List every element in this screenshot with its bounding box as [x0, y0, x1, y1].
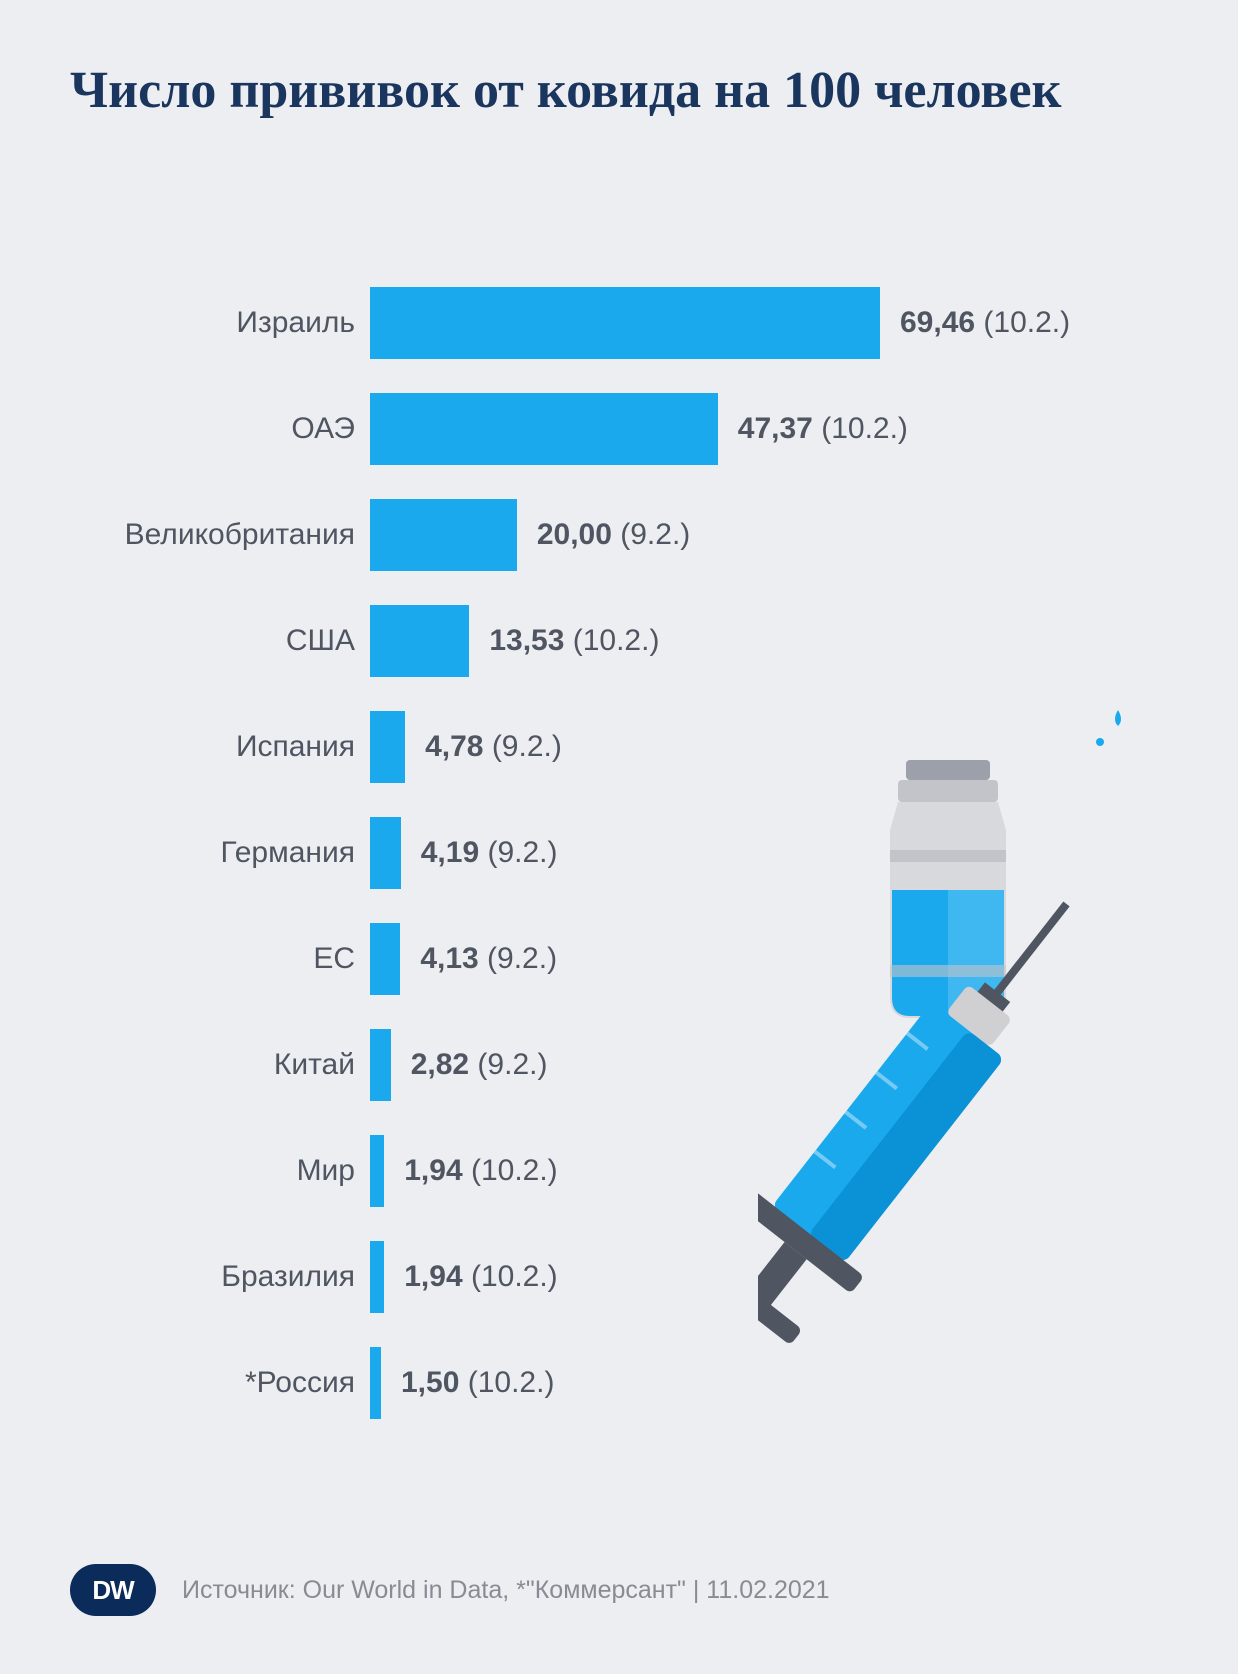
- bar-value: 69,46 (10.2.): [900, 306, 1070, 340]
- bar-value: 4,13 (9.2.): [420, 942, 557, 976]
- bar-row: ЕС 4,13 (9.2.): [0, 906, 1238, 1012]
- bar-cell: 4,13 (9.2.): [370, 923, 1238, 995]
- bar-row: Израиль 69,46 (10.2.): [0, 270, 1238, 376]
- bar-value: 4,19 (9.2.): [421, 836, 558, 870]
- bar: [370, 1029, 391, 1101]
- bar-cell: 1,50 (10.2.): [370, 1347, 1238, 1419]
- bar-cell: 2,82 (9.2.): [370, 1029, 1238, 1101]
- bar-label: Израиль: [0, 306, 370, 340]
- bar: [370, 1347, 381, 1419]
- bar-row: *Россия 1,50 (10.2.): [0, 1330, 1238, 1436]
- bar: [370, 1135, 384, 1207]
- bar-label: США: [0, 624, 370, 658]
- bar: [370, 1241, 384, 1313]
- dw-logo-text: DW: [92, 1575, 133, 1606]
- bar: [370, 499, 517, 571]
- bar-cell: 20,00 (9.2.): [370, 499, 1238, 571]
- bar-label: Китай: [0, 1048, 370, 1082]
- bar: [370, 605, 469, 677]
- bar-label: Бразилия: [0, 1260, 370, 1294]
- bar-label: ЕС: [0, 942, 370, 976]
- bar-cell: 13,53 (10.2.): [370, 605, 1238, 677]
- bar-row: Бразилия 1,94 (10.2.): [0, 1224, 1238, 1330]
- bar-cell: 47,37 (10.2.): [370, 393, 1238, 465]
- bar: [370, 711, 405, 783]
- bar: [370, 923, 400, 995]
- bar-value: 1,94 (10.2.): [404, 1260, 557, 1294]
- bar-value: 4,78 (9.2.): [425, 730, 562, 764]
- bar-cell: 4,19 (9.2.): [370, 817, 1238, 889]
- bar-row: Испания 4,78 (9.2.): [0, 694, 1238, 800]
- bar-cell: 4,78 (9.2.): [370, 711, 1238, 783]
- bar-cell: 1,94 (10.2.): [370, 1241, 1238, 1313]
- bar-cell: 69,46 (10.2.): [370, 287, 1238, 359]
- bar-value: 47,37 (10.2.): [738, 412, 908, 446]
- bar-chart: Израиль 69,46 (10.2.) ОАЭ 47,37 (10.2.) Вели…: [0, 270, 1238, 1436]
- bar-row: Мир 1,94 (10.2.): [0, 1118, 1238, 1224]
- bar-cell: 1,94 (10.2.): [370, 1135, 1238, 1207]
- bar-value: 1,94 (10.2.): [404, 1154, 557, 1188]
- source-text: Источник: Our World in Data, *"Коммерсан…: [182, 1576, 830, 1605]
- bar-label: *Россия: [0, 1366, 370, 1400]
- bar-row: Германия 4,19 (9.2.): [0, 800, 1238, 906]
- bar-label: Испания: [0, 730, 370, 764]
- chart-title: Число прививок от ковида на 100 человек: [70, 60, 1168, 122]
- bar-value: 20,00 (9.2.): [537, 518, 690, 552]
- bar-row: ОАЭ 47,37 (10.2.): [0, 376, 1238, 482]
- footer: DW Источник: Our World in Data, *"Коммер…: [70, 1564, 1168, 1616]
- bar-row: Великобритания 20,00 (9.2.): [0, 482, 1238, 588]
- bar-label: ОАЭ: [0, 412, 370, 446]
- bar: [370, 817, 401, 889]
- bar: [370, 393, 718, 465]
- bar-label: Великобритания: [0, 518, 370, 552]
- bar-row: Китай 2,82 (9.2.): [0, 1012, 1238, 1118]
- bar-row: США 13,53 (10.2.): [0, 588, 1238, 694]
- dw-logo: DW: [70, 1564, 156, 1616]
- bar-label: Мир: [0, 1154, 370, 1188]
- bar: [370, 287, 880, 359]
- bar-label: Германия: [0, 836, 370, 870]
- bar-value: 2,82 (9.2.): [411, 1048, 548, 1082]
- bar-value: 13,53 (10.2.): [489, 624, 659, 658]
- bar-value: 1,50 (10.2.): [401, 1366, 554, 1400]
